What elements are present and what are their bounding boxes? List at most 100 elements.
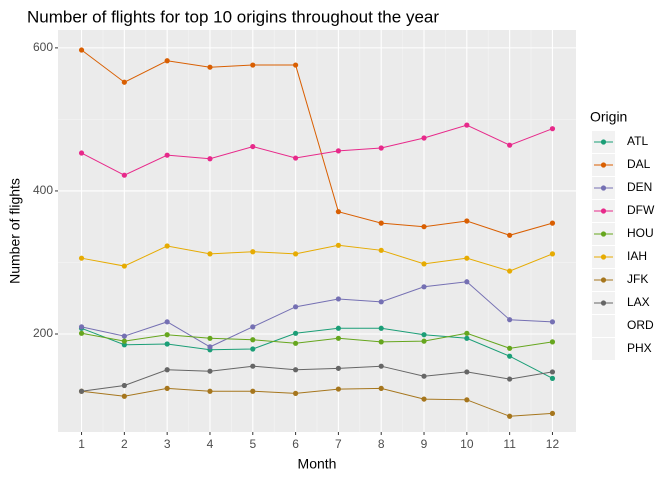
x-axis-label: Month bbox=[298, 456, 337, 472]
point bbox=[335, 335, 342, 341]
point bbox=[464, 397, 470, 403]
legend-swatch bbox=[600, 254, 607, 260]
legend-swatch bbox=[600, 185, 607, 191]
y-tick-label: 200 bbox=[33, 326, 53, 340]
point bbox=[207, 251, 213, 257]
point bbox=[164, 58, 170, 64]
point bbox=[549, 339, 556, 345]
x-tick-label: 11 bbox=[503, 437, 516, 451]
chart-title: Number of flights for top 10 origins thr… bbox=[27, 7, 439, 26]
x-tick-label: 3 bbox=[164, 437, 171, 451]
legend-label: LAX bbox=[627, 295, 650, 309]
point bbox=[207, 64, 213, 70]
legend-swatch bbox=[600, 162, 607, 168]
series-line bbox=[81, 387, 553, 417]
point bbox=[378, 145, 384, 151]
point bbox=[292, 304, 299, 310]
point bbox=[507, 353, 513, 359]
x-tick-label: 8 bbox=[378, 437, 385, 451]
legend-label: HOU bbox=[627, 226, 654, 240]
legend-label: DAL bbox=[627, 157, 651, 171]
point bbox=[507, 345, 513, 351]
point bbox=[164, 341, 170, 347]
point bbox=[335, 296, 342, 302]
point bbox=[464, 255, 470, 261]
legend-key bbox=[592, 338, 615, 360]
legend-label: ATL bbox=[627, 134, 648, 148]
series-line bbox=[81, 281, 553, 348]
point bbox=[292, 330, 299, 336]
point bbox=[164, 319, 170, 325]
x-tick-label: 4 bbox=[207, 437, 214, 451]
point bbox=[78, 330, 85, 336]
x-tick-label: 9 bbox=[421, 437, 428, 451]
point bbox=[507, 317, 513, 323]
point bbox=[549, 251, 556, 257]
point bbox=[421, 224, 427, 230]
point bbox=[292, 251, 299, 257]
point bbox=[335, 209, 342, 215]
marks bbox=[78, 47, 556, 419]
point bbox=[378, 220, 384, 226]
point bbox=[421, 373, 427, 379]
point bbox=[549, 410, 556, 417]
y-axis-label: Number of flights bbox=[7, 178, 23, 284]
point bbox=[250, 346, 256, 352]
legend-swatch bbox=[600, 277, 607, 283]
point bbox=[164, 367, 170, 373]
legend-title: Origin bbox=[590, 109, 627, 125]
point bbox=[207, 156, 213, 162]
point bbox=[335, 386, 342, 392]
point bbox=[335, 242, 342, 248]
point bbox=[464, 279, 470, 285]
point bbox=[335, 325, 342, 331]
point bbox=[464, 330, 470, 336]
point bbox=[78, 47, 85, 53]
point bbox=[292, 340, 299, 346]
point bbox=[207, 388, 213, 394]
point bbox=[250, 337, 256, 343]
point bbox=[507, 232, 513, 238]
grid bbox=[58, 30, 576, 432]
legend-label: DFW bbox=[627, 203, 655, 217]
point bbox=[121, 338, 127, 344]
point bbox=[207, 335, 213, 341]
legend-swatch bbox=[600, 300, 607, 306]
point bbox=[164, 243, 170, 249]
point bbox=[378, 363, 384, 369]
point bbox=[250, 388, 256, 394]
point bbox=[378, 299, 384, 305]
point bbox=[121, 172, 127, 178]
x-tick-label: 2 bbox=[121, 437, 128, 451]
point bbox=[250, 363, 256, 369]
x-tick-label: 10 bbox=[460, 437, 474, 451]
point bbox=[464, 369, 470, 375]
point bbox=[421, 284, 427, 290]
point bbox=[507, 268, 513, 274]
series-line bbox=[81, 365, 553, 392]
point bbox=[507, 376, 513, 382]
point bbox=[250, 62, 256, 68]
x-tick-label: 12 bbox=[546, 437, 560, 451]
point bbox=[549, 220, 556, 226]
point bbox=[121, 382, 127, 389]
series-line bbox=[81, 49, 553, 236]
point bbox=[464, 335, 470, 341]
point bbox=[121, 79, 127, 85]
series-line bbox=[81, 244, 553, 272]
point bbox=[549, 375, 556, 381]
series-line bbox=[81, 327, 553, 379]
point bbox=[121, 393, 127, 399]
legend-key bbox=[592, 315, 615, 337]
point bbox=[78, 324, 85, 330]
point bbox=[164, 332, 170, 338]
point bbox=[421, 338, 427, 344]
point bbox=[549, 126, 556, 132]
point bbox=[378, 325, 384, 331]
point bbox=[78, 388, 85, 394]
y-tick-label: 400 bbox=[33, 183, 53, 197]
point bbox=[421, 261, 427, 267]
point bbox=[78, 150, 85, 156]
point bbox=[250, 143, 256, 150]
